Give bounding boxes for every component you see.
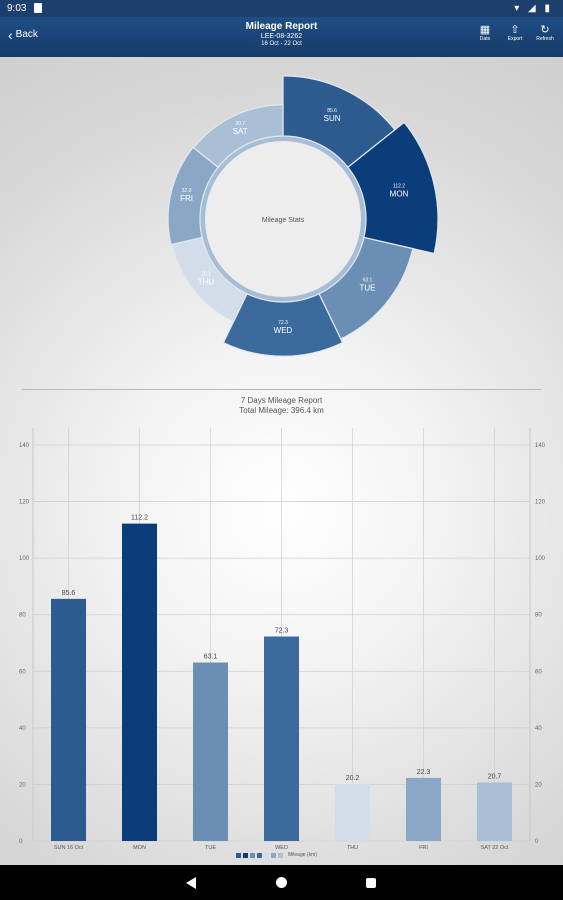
- app-bar: ‹ Back Mileage Report LEE-08-3262 16 Oct…: [0, 17, 563, 57]
- y-tick-label-left: 140: [19, 443, 30, 449]
- legend-swatch: [264, 852, 269, 858]
- nav-back-icon[interactable]: [186, 877, 196, 889]
- back-label: Back: [15, 29, 38, 40]
- date-label: Date: [479, 36, 491, 42]
- bar-chart-title: 7 Days Mileage Report: [240, 396, 323, 405]
- refresh-icon: ↻: [540, 24, 550, 36]
- bar-value-label: 20.7: [488, 773, 502, 780]
- nav-home-icon[interactable]: [276, 877, 287, 888]
- y-tick-label-right: 80: [535, 613, 542, 619]
- chart-legend: Mileage (km): [236, 852, 317, 858]
- y-tick-label-right: 0: [535, 839, 539, 845]
- y-tick-label-right: 40: [535, 726, 542, 732]
- toolbar: ▦ Date ⇧ Export ↻ Refresh: [475, 24, 555, 42]
- legend-swatch: [243, 852, 248, 858]
- bar-value-label: 22.3: [417, 769, 431, 776]
- bar-mon: [122, 523, 157, 841]
- bar-chart-subtitle: Total Mileage: 396.4 km: [239, 406, 324, 415]
- y-tick-label-left: 60: [19, 669, 26, 675]
- legend-swatch: [257, 852, 262, 858]
- bar-value-label: 20.2: [346, 775, 360, 782]
- system-nav-bar: [0, 865, 563, 900]
- bar-value-label: 85.6: [62, 590, 76, 597]
- x-tick-label: TUE: [205, 845, 216, 851]
- export-icon: ⇧: [510, 24, 520, 36]
- legend-swatch: [271, 852, 276, 858]
- title-block: Mileage Report LEE-08-3262 16 Oct - 22 O…: [0, 21, 563, 47]
- x-tick-label: FRI: [419, 845, 428, 851]
- legend-label: Mileage (km): [288, 852, 317, 858]
- bar-value-label: 63.1: [204, 654, 218, 661]
- y-tick-label-left: 120: [19, 500, 30, 506]
- back-button[interactable]: ‹ Back: [8, 26, 38, 43]
- y-tick-label-left: 0: [19, 839, 23, 845]
- bar-tue: [193, 662, 228, 841]
- date-range: 16 Oct - 22 Oct: [261, 41, 302, 47]
- page-title: Mileage Report: [245, 21, 318, 32]
- bar-value-label: 112.2: [131, 515, 148, 522]
- bar-sun: [51, 598, 86, 841]
- status-time: 9:03: [7, 3, 27, 14]
- status-bar: 9:03 ▾ ◢ ▮: [0, 0, 563, 17]
- y-tick-label-right: 20: [535, 782, 542, 788]
- bar-value-label: 72.3: [275, 627, 289, 634]
- nav-recents-icon[interactable]: [366, 878, 376, 888]
- export-label: Export: [507, 36, 523, 42]
- refresh-button[interactable]: ↻ Refresh: [535, 24, 555, 42]
- y-tick-label-left: 80: [19, 613, 26, 619]
- x-tick-label: SUN 16 Oct: [54, 845, 84, 851]
- bar-chart-title-block: 7 Days Mileage Report Total Mileage: 396…: [0, 396, 563, 416]
- bar-sat: [477, 782, 512, 841]
- bar-wed: [264, 636, 299, 841]
- y-tick-label-left: 20: [19, 782, 26, 788]
- x-tick-label: SAT 22 Oct: [481, 845, 509, 851]
- legend-swatch: [250, 852, 255, 858]
- y-tick-label-left: 100: [19, 556, 30, 562]
- y-tick-label-right: 140: [535, 443, 546, 449]
- legend-swatch: [278, 852, 283, 858]
- date-button[interactable]: ▦ Date: [475, 24, 495, 42]
- y-tick-label-left: 40: [19, 726, 26, 732]
- x-tick-label: THU: [347, 845, 358, 851]
- x-tick-label: MON: [133, 845, 146, 851]
- x-tick-label: WED: [275, 845, 288, 851]
- vehicle-plate: LEE-08-3262: [260, 33, 303, 40]
- chevron-left-icon: ‹: [8, 26, 13, 43]
- calendar-icon: ▦: [479, 24, 491, 36]
- y-tick-label-right: 100: [535, 556, 546, 562]
- section-divider: [22, 389, 541, 390]
- status-icons: ▾ ◢ ▮: [514, 3, 553, 14]
- legend-swatch: [236, 852, 241, 858]
- export-button[interactable]: ⇧ Export: [505, 24, 525, 42]
- bar-thu: [335, 783, 370, 841]
- refresh-label: Refresh: [536, 36, 554, 42]
- y-tick-label-right: 60: [535, 669, 542, 675]
- bar-fri: [406, 777, 441, 841]
- sd-card-icon: [34, 3, 42, 13]
- y-tick-label-right: 120: [535, 500, 546, 506]
